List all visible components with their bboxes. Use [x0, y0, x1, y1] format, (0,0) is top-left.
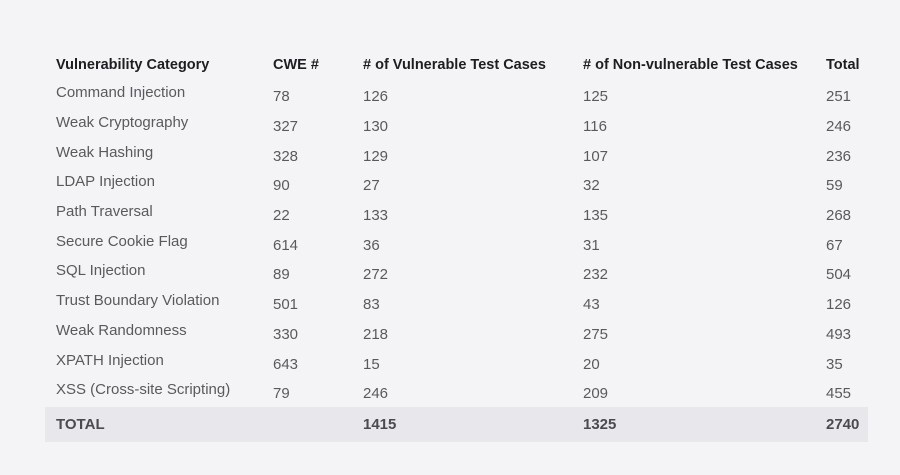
total-non-vulnerable: 1325: [583, 406, 826, 442]
cell-cwe: 643: [273, 355, 299, 373]
cell-non-vulnerable: 32: [583, 177, 600, 195]
cell-category: XPATH Injection: [56, 351, 164, 369]
cell-category: LDAP Injection: [56, 173, 155, 191]
cell-total: 126: [826, 296, 852, 314]
cell-vulnerable: 272: [363, 266, 389, 284]
table-total-row: TOTAL 1415 1325 2740: [45, 406, 868, 442]
table-row: Trust Boundary Violation 501 83 43 126: [45, 288, 868, 318]
table-row: Secure Cookie Flag 614 36 31 67: [45, 228, 868, 258]
header-cwe: CWE #: [273, 57, 319, 73]
cell-vulnerable: 36: [363, 236, 380, 254]
table-row: Weak Cryptography 327 130 116 246: [45, 110, 868, 140]
cell-category: Weak Hashing: [56, 143, 154, 161]
header-total: Total: [826, 57, 860, 73]
cell-total: 67: [826, 236, 843, 254]
cell-total: 504: [826, 266, 852, 284]
cell-vulnerable: 130: [363, 118, 389, 136]
cell-total: 268: [826, 207, 852, 225]
cell-non-vulnerable: 20: [583, 355, 600, 373]
vulnerability-table-container: Vulnerability Category CWE # # of Vulner…: [45, 50, 868, 442]
table-row: XPATH Injection 643 15 20 35: [45, 347, 868, 377]
cell-non-vulnerable: 43: [583, 296, 600, 314]
cell-category: Command Injection: [56, 84, 186, 102]
cell-vulnerable: 15: [363, 355, 380, 373]
cell-cwe: 78: [273, 88, 290, 106]
cell-category: Weak Cryptography: [56, 114, 189, 132]
table-row: LDAP Injection 90 27 32 59: [45, 169, 868, 199]
cell-non-vulnerable: 275: [583, 325, 609, 343]
cell-vulnerable: 133: [363, 207, 389, 225]
cell-cwe: 328: [273, 147, 299, 165]
cell-cwe: 330: [273, 325, 299, 343]
cell-cwe: 501: [273, 296, 299, 314]
table-row: Command Injection 78 126 125 251: [45, 80, 868, 110]
header-non-vulnerable-test-cases: # of Non-vulnerable Test Cases: [583, 57, 798, 73]
cell-non-vulnerable: 116: [583, 118, 607, 136]
cell-total: 455: [826, 385, 852, 403]
vulnerability-table: Vulnerability Category CWE # # of Vulner…: [45, 50, 868, 442]
total-cwe: [273, 406, 363, 442]
cell-vulnerable: 83: [363, 296, 380, 314]
cell-category: SQL Injection: [56, 262, 146, 280]
cell-category: Trust Boundary Violation: [56, 292, 220, 310]
cell-total: 35: [826, 355, 843, 373]
cell-non-vulnerable: 125: [583, 88, 609, 106]
cell-non-vulnerable: 135: [583, 207, 609, 225]
cell-cwe: 614: [273, 236, 299, 254]
cell-total: 59: [826, 177, 843, 195]
cell-vulnerable: 218: [363, 325, 389, 343]
cell-category: Weak Randomness: [56, 321, 187, 339]
cell-category: Secure Cookie Flag: [56, 232, 188, 250]
total-label: TOTAL: [45, 406, 273, 442]
cell-non-vulnerable: 31: [583, 236, 600, 254]
cell-vulnerable: 27: [363, 177, 380, 195]
cell-cwe: 89: [273, 266, 290, 284]
cell-vulnerable: 129: [363, 147, 389, 165]
cell-cwe: 90: [273, 177, 290, 195]
table-row: SQL Injection 89 272 232 504: [45, 258, 868, 288]
cell-vulnerable: 246: [363, 385, 389, 403]
table-row: XSS (Cross-site Scripting) 79 246 209 45…: [45, 377, 868, 407]
total-total: 2740: [826, 406, 868, 442]
cell-cwe: 22: [273, 207, 290, 225]
table-row: Weak Hashing 328 129 107 236: [45, 139, 868, 169]
table-row: Path Traversal 22 133 135 268: [45, 199, 868, 229]
cell-category: Path Traversal: [56, 203, 153, 221]
header-vulnerable-test-cases: # of Vulnerable Test Cases: [363, 57, 546, 73]
cell-category: XSS (Cross-site Scripting): [56, 381, 231, 399]
total-vulnerable: 1415: [363, 406, 583, 442]
cell-total: 493: [826, 325, 852, 343]
cell-non-vulnerable: 232: [583, 266, 609, 284]
cell-cwe: 327: [273, 118, 299, 136]
cell-total: 251: [826, 88, 852, 106]
cell-total: 246: [826, 118, 852, 136]
cell-vulnerable: 126: [363, 88, 389, 106]
cell-total: 236: [826, 147, 852, 165]
header-vulnerability-category: Vulnerability Category: [56, 57, 210, 73]
table-row: Weak Randomness 330 218 275 493: [45, 318, 868, 348]
cell-cwe: 79: [273, 385, 290, 403]
cell-non-vulnerable: 209: [583, 385, 609, 403]
table-header-row: Vulnerability Category CWE # # of Vulner…: [45, 50, 868, 80]
cell-non-vulnerable: 107: [583, 147, 609, 165]
